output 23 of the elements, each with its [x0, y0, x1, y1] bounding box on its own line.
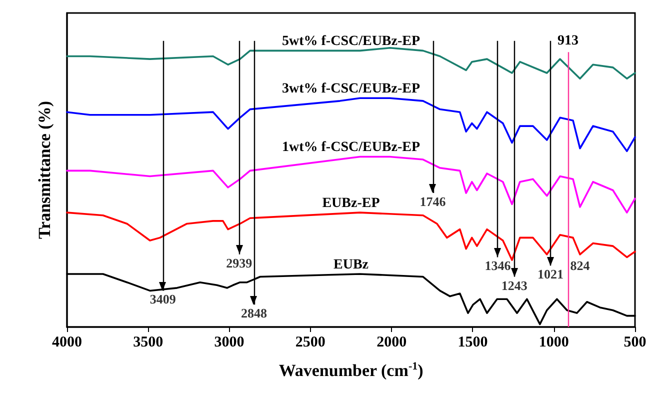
annotation: 2939 [226, 255, 253, 270]
x-tick-label: 2500 [295, 334, 326, 350]
series-label: 5wt% f-CSC/EUBz-EP [282, 34, 420, 50]
annotation: 1243 [501, 278, 528, 293]
annotation: 1746 [420, 194, 446, 210]
x-tick-label: 1500 [458, 334, 488, 350]
annotation: 1021 [537, 266, 564, 282]
annotation: 1346 [484, 258, 512, 274]
series-label: 1wt% f-CSC/EUBz-EP [282, 140, 420, 156]
series-label: EUBz-EP [322, 196, 380, 212]
annotation: 2848 [240, 306, 268, 321]
x-tick-label: 2000 [376, 334, 407, 350]
annotation: 824 [570, 258, 590, 274]
x-tick-label: 3000 [214, 334, 244, 350]
x-tick-label: 500 [624, 334, 646, 350]
x-tick-label: 3500 [133, 334, 164, 350]
series-label: EUBz [334, 257, 368, 272]
y-axis-title: Transmittance (%) [35, 100, 54, 240]
annotation: 3409 [150, 292, 176, 307]
ref-line-label: 913 [557, 34, 578, 49]
x-tick-label: 4000 [52, 334, 82, 350]
x-tick-label: 1000 [538, 334, 569, 350]
series-label: 3wt% f-CSC/EUBz-EP [282, 82, 420, 97]
